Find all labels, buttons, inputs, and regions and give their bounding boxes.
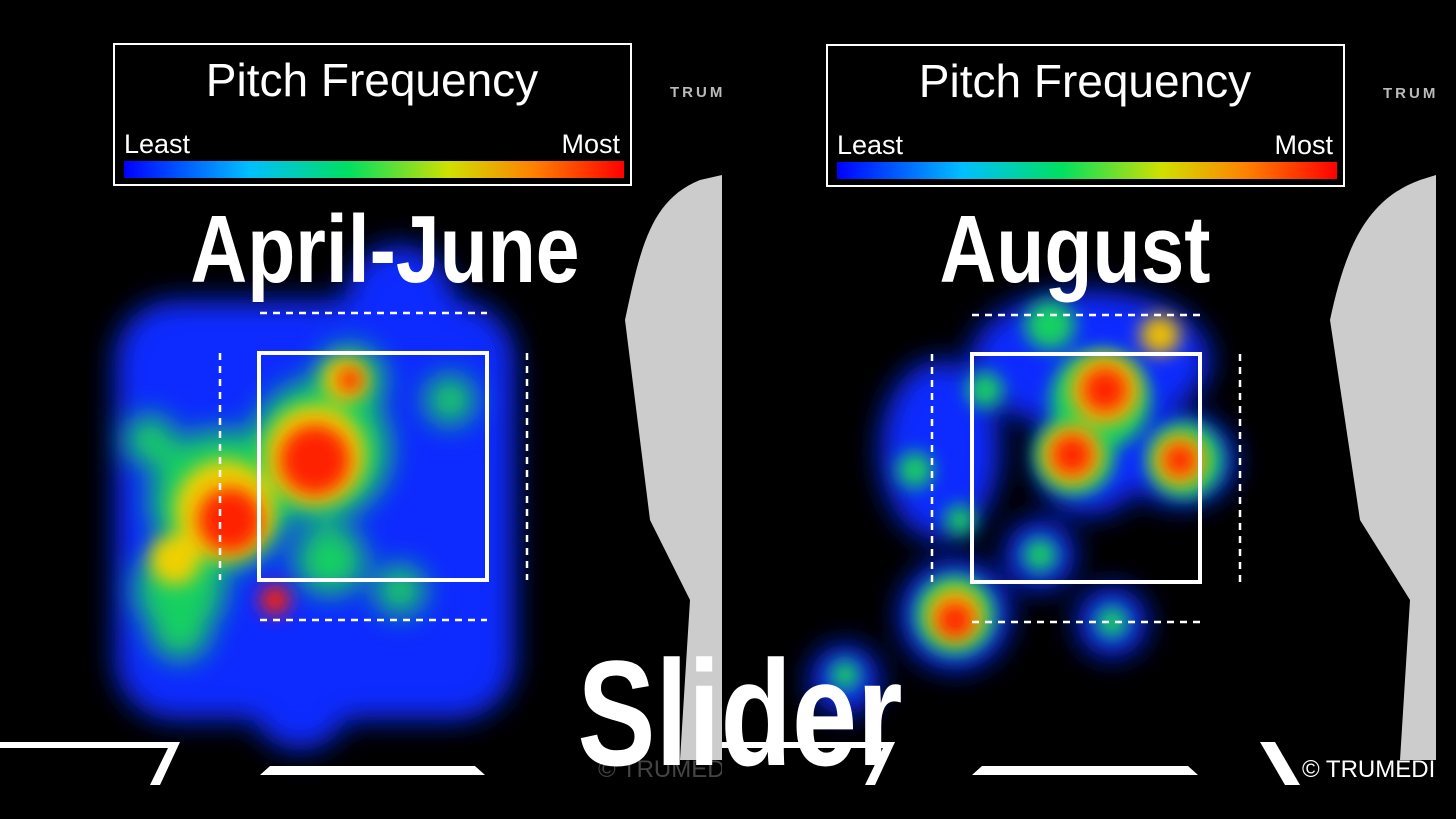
heatmap — [115, 245, 515, 750]
legend-gradient — [837, 162, 1337, 179]
logo: TRUM — [1383, 85, 1438, 102]
batters-box — [1260, 742, 1300, 785]
legend-least: Least — [837, 130, 904, 160]
home-plate — [260, 766, 485, 775]
legend-least: Least — [124, 129, 191, 159]
batters-box — [0, 742, 180, 785]
left-panel: Pitch Frequency Least Most TRUM April-Ju… — [0, 43, 731, 785]
strike-zone — [218, 311, 529, 622]
home-plate — [972, 766, 1198, 775]
batter-silhouette — [625, 175, 722, 760]
copyright: © TRUMEDI — [1302, 756, 1435, 783]
period-label: April-June — [190, 196, 579, 303]
pitch-type-title: Slider — [577, 629, 902, 797]
copyright: © TRUMEDI — [598, 756, 731, 783]
legend-most: Most — [561, 129, 620, 159]
batter-silhouette — [1330, 175, 1436, 760]
logo: TRUM — [670, 84, 725, 101]
legend-title: Pitch Frequency — [206, 54, 538, 106]
legend-most: Most — [1274, 130, 1333, 160]
legend-gradient — [124, 161, 624, 178]
legend-title: Pitch Frequency — [919, 55, 1251, 107]
period-label: August — [939, 196, 1210, 303]
batters-box — [722, 742, 895, 785]
strike-zone — [930, 313, 1242, 624]
right-panel: Pitch Frequency Least Most TRUM August ©… — [722, 44, 1438, 785]
